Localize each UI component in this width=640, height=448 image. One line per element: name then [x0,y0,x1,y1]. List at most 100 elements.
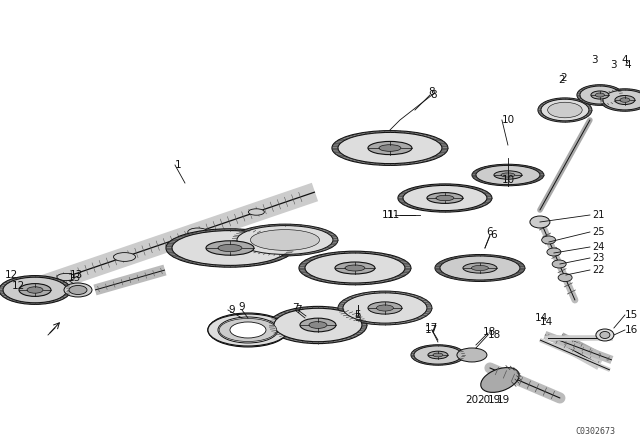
Ellipse shape [335,262,375,274]
Ellipse shape [338,291,432,325]
Text: 18: 18 [483,327,497,337]
Ellipse shape [552,104,578,116]
Ellipse shape [250,230,319,250]
Ellipse shape [237,226,333,254]
Ellipse shape [481,367,519,392]
Ellipse shape [166,229,294,267]
Ellipse shape [435,254,525,281]
Text: 7: 7 [295,305,301,315]
Ellipse shape [69,285,87,294]
Text: 5: 5 [355,313,361,323]
Ellipse shape [595,93,604,97]
Text: 11: 11 [381,210,395,220]
Ellipse shape [596,329,614,341]
Ellipse shape [219,319,276,341]
Ellipse shape [433,353,443,357]
Ellipse shape [368,302,402,314]
Ellipse shape [620,98,630,102]
Ellipse shape [338,133,442,164]
Text: 17: 17 [426,325,438,335]
Text: 23: 23 [592,253,604,263]
Ellipse shape [218,245,242,252]
Text: 1: 1 [175,160,182,170]
Text: 14: 14 [540,317,553,327]
Ellipse shape [299,251,411,285]
Text: 3: 3 [610,60,616,70]
Text: 15: 15 [625,310,638,320]
Ellipse shape [208,314,288,346]
Text: 14: 14 [535,313,548,323]
Ellipse shape [379,145,401,151]
Text: 4: 4 [625,60,632,70]
Ellipse shape [274,308,362,342]
Ellipse shape [472,266,488,271]
Ellipse shape [398,184,492,212]
Ellipse shape [305,253,405,283]
Ellipse shape [548,102,582,118]
Ellipse shape [269,306,367,344]
Text: 11: 11 [387,210,400,220]
Text: 20: 20 [465,395,478,405]
Text: 4: 4 [621,55,628,65]
Ellipse shape [615,95,635,104]
Ellipse shape [476,165,540,185]
Text: 7: 7 [292,303,298,313]
Text: 13: 13 [70,270,83,280]
Ellipse shape [208,314,288,346]
Ellipse shape [538,98,592,122]
Text: 21: 21 [592,210,604,220]
Text: 2: 2 [559,75,565,85]
Text: 8: 8 [430,90,436,100]
Ellipse shape [552,260,566,268]
Text: 19: 19 [488,395,501,405]
Ellipse shape [57,273,75,280]
Text: 8: 8 [429,87,435,97]
Text: 5: 5 [355,310,361,320]
Ellipse shape [248,209,264,215]
Ellipse shape [457,348,487,362]
Text: 10: 10 [501,175,515,185]
Ellipse shape [376,305,394,311]
Text: 24: 24 [592,242,604,252]
Ellipse shape [600,332,610,339]
Ellipse shape [218,317,278,343]
Ellipse shape [547,248,561,256]
Ellipse shape [541,236,556,244]
Text: 12: 12 [12,281,25,291]
Text: 16: 16 [625,325,638,335]
Ellipse shape [541,99,589,121]
Ellipse shape [343,293,427,323]
Ellipse shape [600,89,640,111]
Ellipse shape [300,318,336,332]
Ellipse shape [368,142,412,155]
Ellipse shape [436,195,454,201]
Ellipse shape [428,351,448,359]
Ellipse shape [27,287,43,293]
Text: 19: 19 [497,395,511,405]
Ellipse shape [226,321,270,339]
Ellipse shape [172,231,288,265]
Ellipse shape [309,322,327,328]
Ellipse shape [580,86,620,104]
Text: 10: 10 [502,115,515,125]
Ellipse shape [591,91,609,99]
Ellipse shape [494,171,522,179]
Ellipse shape [501,173,515,177]
Ellipse shape [0,276,71,304]
Ellipse shape [463,263,497,273]
Ellipse shape [208,313,288,347]
Ellipse shape [64,283,92,297]
Text: 6: 6 [486,227,493,237]
Text: 2: 2 [560,73,566,83]
Ellipse shape [472,164,544,186]
Ellipse shape [403,185,487,211]
Ellipse shape [603,90,640,110]
Ellipse shape [427,193,463,203]
Ellipse shape [345,265,365,271]
Text: 6: 6 [490,230,497,240]
Text: 12: 12 [4,270,18,280]
Text: 25: 25 [592,227,604,237]
Text: 18: 18 [488,330,501,340]
Text: 9: 9 [228,305,235,315]
Ellipse shape [113,253,136,261]
